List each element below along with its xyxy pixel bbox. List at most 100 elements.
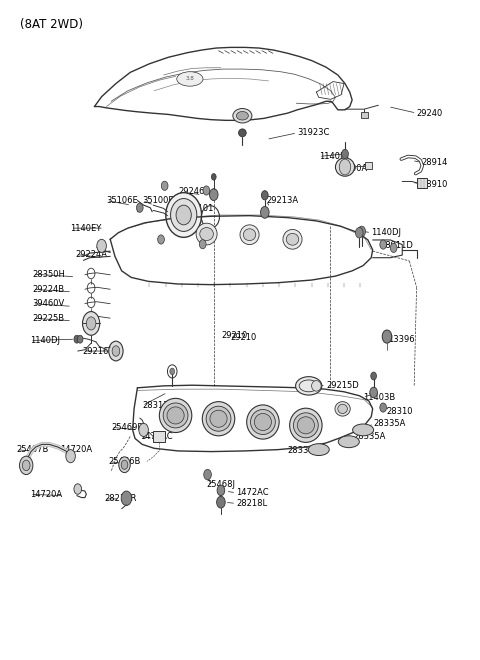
- Text: 29215D: 29215D: [326, 381, 359, 390]
- Text: 28218R: 28218R: [104, 494, 136, 504]
- Text: 28914: 28914: [421, 158, 448, 167]
- Circle shape: [339, 159, 351, 175]
- Text: 35100E: 35100E: [142, 196, 174, 205]
- Text: 28218L: 28218L: [236, 499, 267, 508]
- Text: 28317: 28317: [142, 401, 169, 410]
- Circle shape: [66, 449, 75, 463]
- Ellipse shape: [166, 193, 202, 238]
- FancyBboxPatch shape: [361, 112, 368, 118]
- Ellipse shape: [176, 205, 192, 225]
- Ellipse shape: [286, 234, 299, 246]
- Text: 25468J: 25468J: [206, 480, 236, 489]
- Ellipse shape: [177, 72, 203, 86]
- Circle shape: [121, 460, 128, 469]
- Text: 1472AC: 1472AC: [140, 432, 172, 441]
- Circle shape: [380, 240, 386, 249]
- Text: 28911D: 28911D: [381, 242, 414, 250]
- Circle shape: [209, 189, 218, 201]
- Text: 1472AC: 1472AC: [236, 488, 269, 498]
- Circle shape: [170, 368, 175, 375]
- Text: (8AT 2WD): (8AT 2WD): [21, 18, 84, 32]
- Circle shape: [204, 469, 211, 480]
- Circle shape: [161, 182, 168, 190]
- Ellipse shape: [312, 381, 321, 391]
- Text: 35101: 35101: [188, 204, 214, 213]
- Ellipse shape: [296, 377, 322, 395]
- Circle shape: [83, 312, 100, 335]
- Ellipse shape: [338, 405, 348, 413]
- Text: 1140EY: 1140EY: [71, 224, 102, 232]
- Circle shape: [262, 191, 268, 200]
- Circle shape: [77, 335, 83, 343]
- Circle shape: [119, 457, 130, 473]
- Text: 3.8: 3.8: [185, 77, 194, 81]
- Text: 28910: 28910: [421, 180, 448, 189]
- Ellipse shape: [239, 129, 246, 137]
- Circle shape: [136, 203, 143, 213]
- Text: 28335A: 28335A: [353, 432, 385, 441]
- Ellipse shape: [283, 230, 302, 249]
- Circle shape: [382, 330, 392, 343]
- Circle shape: [199, 240, 206, 249]
- Text: 39460V: 39460V: [33, 299, 65, 308]
- Text: 28335A: 28335A: [288, 446, 320, 455]
- Ellipse shape: [289, 408, 322, 442]
- Circle shape: [356, 228, 363, 238]
- Text: 29240: 29240: [417, 109, 443, 117]
- Text: 1140DJ: 1140DJ: [30, 336, 60, 345]
- Circle shape: [211, 174, 216, 180]
- Text: 11403B: 11403B: [363, 393, 395, 401]
- Circle shape: [23, 460, 30, 471]
- Ellipse shape: [163, 403, 188, 428]
- Circle shape: [74, 335, 80, 343]
- Ellipse shape: [206, 407, 231, 431]
- Ellipse shape: [247, 405, 279, 439]
- Text: 35106E: 35106E: [107, 196, 138, 205]
- Circle shape: [370, 387, 377, 398]
- Ellipse shape: [293, 412, 318, 438]
- Circle shape: [371, 372, 376, 380]
- Circle shape: [390, 244, 397, 252]
- Circle shape: [74, 484, 82, 494]
- Ellipse shape: [210, 410, 227, 427]
- Ellipse shape: [167, 407, 184, 424]
- Text: 29210: 29210: [222, 331, 248, 340]
- Circle shape: [358, 226, 365, 237]
- Ellipse shape: [233, 108, 252, 123]
- Ellipse shape: [254, 413, 272, 430]
- Ellipse shape: [196, 223, 217, 245]
- Circle shape: [20, 456, 33, 475]
- Ellipse shape: [353, 424, 373, 436]
- Circle shape: [261, 207, 269, 218]
- Ellipse shape: [240, 225, 259, 245]
- Text: 29225B: 29225B: [33, 314, 64, 323]
- Ellipse shape: [336, 158, 355, 176]
- Ellipse shape: [297, 416, 314, 434]
- Text: 25467B: 25467B: [17, 445, 49, 454]
- Circle shape: [86, 317, 96, 330]
- Ellipse shape: [308, 444, 329, 455]
- Ellipse shape: [200, 228, 214, 240]
- Ellipse shape: [251, 409, 276, 434]
- Circle shape: [158, 235, 164, 244]
- Text: 28310: 28310: [386, 407, 412, 416]
- Text: 31923C: 31923C: [297, 128, 330, 137]
- Text: 14720A: 14720A: [60, 445, 92, 454]
- Ellipse shape: [170, 199, 197, 232]
- Text: 29216F: 29216F: [83, 346, 114, 356]
- Text: 28350H: 28350H: [33, 270, 65, 279]
- Circle shape: [342, 149, 348, 158]
- Ellipse shape: [338, 436, 360, 447]
- Text: 29213A: 29213A: [266, 196, 299, 205]
- Ellipse shape: [237, 112, 248, 120]
- FancyBboxPatch shape: [153, 431, 165, 442]
- Circle shape: [109, 341, 123, 361]
- Circle shape: [139, 423, 148, 436]
- Text: 29210: 29210: [230, 333, 257, 343]
- Text: 29246A: 29246A: [178, 187, 210, 197]
- Circle shape: [97, 240, 107, 252]
- Text: 25469R: 25469R: [111, 423, 144, 432]
- Text: 29224B: 29224B: [33, 284, 64, 294]
- Circle shape: [217, 485, 225, 496]
- Text: 13396: 13396: [388, 335, 415, 344]
